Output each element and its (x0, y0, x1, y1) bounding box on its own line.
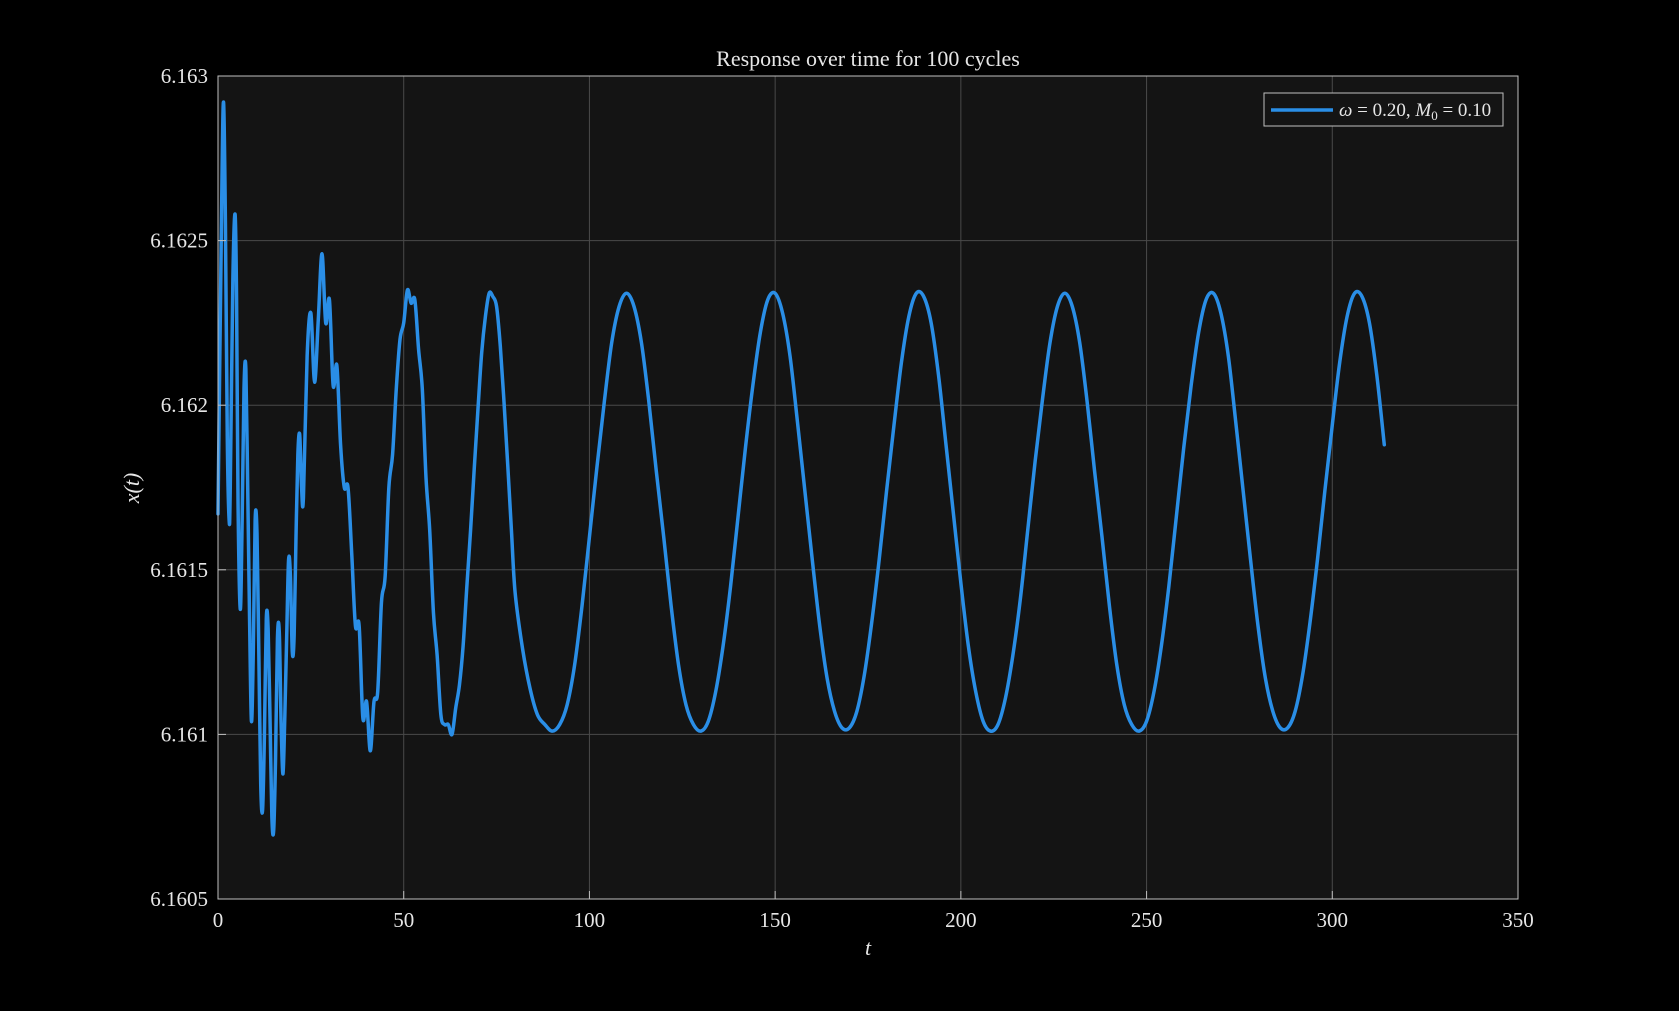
x-tick-label: 50 (393, 908, 414, 932)
x-axis-label: t (865, 935, 872, 960)
y-tick-label: 6.162 (161, 393, 208, 417)
y-tick-label: 6.163 (161, 64, 208, 88)
legend-m-value: = 0.10 (1438, 100, 1491, 121)
legend-m-subscript: 0 (1431, 108, 1438, 123)
x-tick-label: 0 (213, 908, 224, 932)
x-tick-label: 300 (1317, 908, 1349, 932)
x-tick-label: 250 (1131, 908, 1163, 932)
legend-omega-symbol: ω (1339, 100, 1352, 121)
series-group (216, 100, 1387, 837)
y-tick-label: 6.1605 (150, 887, 208, 911)
legend-label: ω = 0.20, M0 = 0.10 (1339, 100, 1491, 123)
axes-box (217, 75, 1519, 900)
x-tick-label: 150 (759, 908, 791, 932)
x-tick-label: 350 (1502, 908, 1534, 932)
series-line (216, 100, 1387, 837)
y-axis-label: x(t) (119, 473, 144, 505)
x-tick-label: 200 (945, 908, 977, 932)
x-tick-label: 100 (574, 908, 606, 932)
legend-omega-value: = 0.20, (1352, 100, 1415, 121)
legend-m-symbol: M (1414, 100, 1432, 121)
y-tick-label: 6.1625 (150, 229, 208, 253)
legend: ω = 0.20, M0 = 0.10 (1263, 92, 1504, 127)
y-tick-label: 6.1615 (150, 558, 208, 582)
ticks: 0 50 100 150 200 250 300 350 6.1605 6.161 6.1615 6.… (150, 64, 1534, 932)
axes-background (218, 76, 1518, 899)
y-tick-label: 6.161 (161, 722, 208, 746)
grid (218, 76, 1518, 899)
chart-title: Response over time for 100 cycles (716, 46, 1020, 71)
